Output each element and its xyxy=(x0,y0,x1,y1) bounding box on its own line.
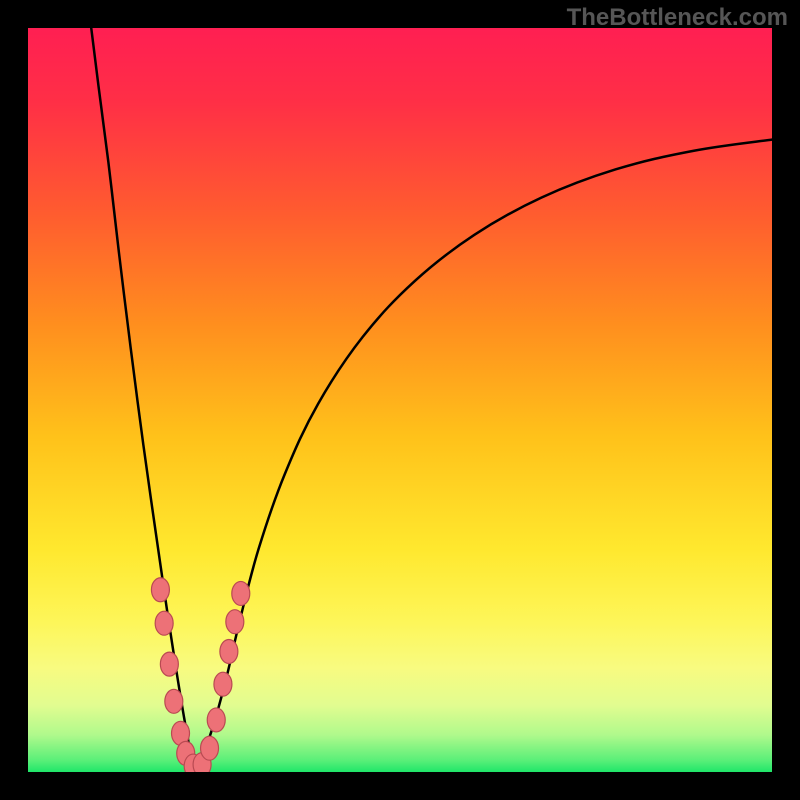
data-marker xyxy=(201,736,219,760)
data-marker xyxy=(214,672,232,696)
data-marker xyxy=(160,652,178,676)
data-marker xyxy=(151,578,169,602)
data-marker xyxy=(155,611,173,635)
watermark-text: TheBottleneck.com xyxy=(567,4,788,32)
chart-frame: TheBottleneck.com xyxy=(0,0,800,800)
data-marker xyxy=(226,610,244,634)
plot-background xyxy=(28,28,772,772)
data-marker xyxy=(207,708,225,732)
data-marker xyxy=(220,639,238,663)
data-marker xyxy=(232,581,250,605)
data-marker xyxy=(165,689,183,713)
bottleneck-chart xyxy=(0,0,800,800)
